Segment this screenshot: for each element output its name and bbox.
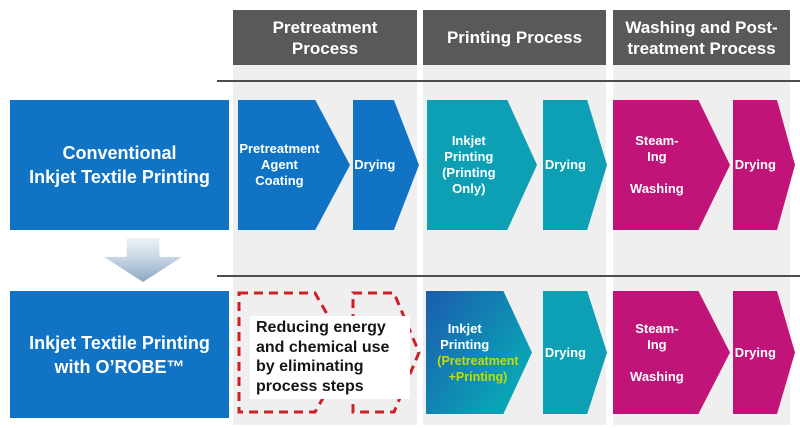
arrow-label: Drying bbox=[734, 344, 776, 360]
arrow-label: Drying bbox=[354, 157, 396, 172]
arrow-label-main: Inkjet Printing bbox=[440, 320, 490, 352]
arrow-label: Drying bbox=[734, 157, 776, 172]
arrow-label: Drying bbox=[544, 157, 586, 172]
orobe-row-label-box: Inkjet Textile Printing with O’ROBE™ bbox=[10, 291, 229, 418]
arrow-label: Steam- Ing Washing bbox=[630, 133, 684, 196]
separator-line-middle bbox=[217, 275, 800, 277]
arrow-label: Drying bbox=[544, 344, 586, 360]
conventional-row-label-box: Conventional Inkjet Textile Printing bbox=[10, 100, 229, 230]
down-arrow-icon bbox=[104, 238, 182, 282]
separator-line-top bbox=[217, 80, 800, 82]
header-printing-process: Printing Process bbox=[423, 10, 606, 65]
arrow-label: Inkjet Printing (Pretreatment +Printing) bbox=[426, 321, 532, 385]
arrow-label: Steam- Ing Washing bbox=[630, 320, 684, 384]
arrow-label: Pretreatment Agent Coating bbox=[239, 141, 320, 188]
header-washing-process: Washing and Post- treatment Process bbox=[613, 10, 790, 65]
orobe-row-label: Inkjet Textile Printing with O’ROBE™ bbox=[29, 332, 210, 377]
arrow-label: Inkjet Printing (Printing Only) bbox=[442, 133, 496, 196]
conventional-row-label: Conventional Inkjet Textile Printing bbox=[29, 143, 210, 187]
header-pretreatment-process: Pretreatment Process bbox=[233, 10, 417, 65]
eliminated-steps-note: Reducing energy and chemical use by elim… bbox=[250, 316, 410, 399]
header-printing-label: Printing Process bbox=[446, 28, 583, 47]
arrow-label-highlight: (Pretreatment +Printing) bbox=[437, 353, 519, 384]
header-pretreatment-label: Pretreatment Process bbox=[272, 17, 378, 58]
header-washing-label: Washing and Post- treatment Process bbox=[625, 17, 778, 58]
